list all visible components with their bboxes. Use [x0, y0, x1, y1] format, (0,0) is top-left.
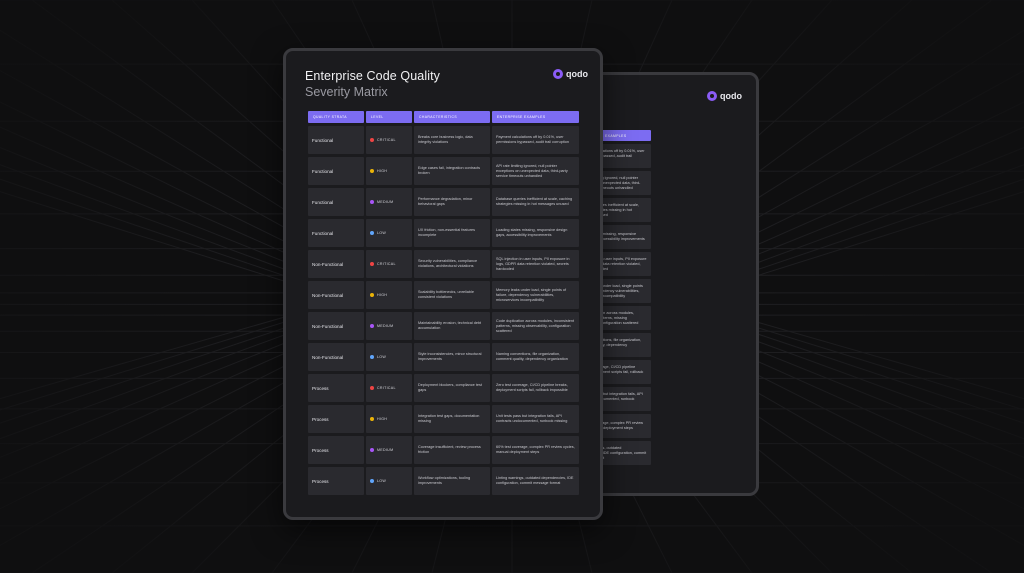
row-characteristics: Coverage insufficient, review process fr… [414, 436, 490, 464]
row-category: Non-Functional [308, 343, 364, 371]
severity-label: LOW [377, 354, 387, 359]
row-examples: Database queries inefficient at scale, c… [492, 188, 579, 216]
row-severity: LOW [366, 219, 412, 247]
column-header: CHARACTERISTICS [414, 111, 490, 123]
row-category: Functional [308, 157, 364, 185]
logo-text: qodo [566, 69, 588, 79]
row-examples: Loading states missing, responsive desig… [492, 219, 579, 247]
severity-label: MEDIUM [377, 323, 394, 328]
severity-table: QUALITY STRATA LEVEL CHARACTERISTICS ENTERP… [308, 111, 579, 495]
row-characteristics: Style inconsistencies, minor structural … [414, 343, 490, 371]
column-header: ENTERPRISE EXAMPLES [492, 111, 579, 123]
row-severity: MEDIUM [366, 436, 412, 464]
row-severity: MEDIUM [366, 312, 412, 340]
row-characteristics: Integration test gaps, documentation mis… [414, 405, 490, 433]
row-characteristics: Scalability bottlenecks, unreliable cons… [414, 281, 490, 309]
row-characteristics: Breaks core business logic, data integri… [414, 126, 490, 154]
row-severity: CRITICAL [366, 374, 412, 402]
row-severity: HIGH [366, 281, 412, 309]
row-severity: LOW [366, 467, 412, 495]
severity-label: HIGH [377, 292, 388, 297]
severity-label: LOW [377, 230, 387, 235]
qodo-logo-icon [553, 69, 563, 79]
row-severity: HIGH [366, 405, 412, 433]
severity-dot-icon [370, 262, 374, 266]
row-examples: Code duplication across modules, inconsi… [492, 312, 579, 340]
row-examples: Memory leaks under load, single points o… [492, 281, 579, 309]
severity-label: CRITICAL [377, 385, 396, 390]
back-logo: qodo [707, 91, 742, 101]
severity-dot-icon [370, 479, 374, 483]
severity-label: MEDIUM [377, 447, 394, 452]
back-logo-text: qodo [720, 91, 742, 101]
severity-label: CRITICAL [377, 137, 396, 142]
severity-dot-icon [370, 386, 374, 390]
severity-dot-icon [370, 231, 374, 235]
row-severity: LOW [366, 343, 412, 371]
row-severity: CRITICAL [366, 250, 412, 278]
severity-dot-icon [370, 448, 374, 452]
row-category: Non-Functional [308, 312, 364, 340]
row-characteristics: Security vulnerabilities, compliance vio… [414, 250, 490, 278]
qodo-logo-icon [707, 91, 717, 101]
logo: qodo [553, 69, 588, 79]
severity-dot-icon [370, 138, 374, 142]
row-characteristics: Workflow optimizations, tooling improvem… [414, 467, 490, 495]
row-category: Non-Functional [308, 250, 364, 278]
row-examples: Linting warnings, outdated dependencies,… [492, 467, 579, 495]
row-category: Process [308, 374, 364, 402]
severity-dot-icon [370, 200, 374, 204]
severity-dot-icon [370, 293, 374, 297]
row-characteristics: Performance degradation, minor behaviora… [414, 188, 490, 216]
row-category: Non-Functional [308, 281, 364, 309]
row-examples: Naming conventions, file organization, c… [492, 343, 579, 371]
row-examples: Unit tests pass but integration fails, A… [492, 405, 579, 433]
row-category: Functional [308, 219, 364, 247]
severity-label: MEDIUM [377, 199, 394, 204]
severity-label: HIGH [377, 168, 388, 173]
row-severity: HIGH [366, 157, 412, 185]
row-category: Functional [308, 188, 364, 216]
row-examples: Zero test coverage, CI/CD pipeline break… [492, 374, 579, 402]
severity-label: LOW [377, 478, 387, 483]
severity-dot-icon [370, 169, 374, 173]
severity-dot-icon [370, 355, 374, 359]
document-subtitle: Severity Matrix [305, 85, 388, 99]
severity-dot-icon [370, 324, 374, 328]
row-characteristics: Maintainability erosion, technical debt … [414, 312, 490, 340]
row-examples: SQL injection in user inputs, PII exposu… [492, 250, 579, 278]
column-header: LEVEL [366, 111, 412, 123]
row-category: Process [308, 405, 364, 433]
row-examples: 60% test coverage, complex PR review cyc… [492, 436, 579, 464]
column-header: QUALITY STRATA [308, 111, 364, 123]
row-severity: CRITICAL [366, 126, 412, 154]
document-title: Enterprise Code Quality [305, 69, 441, 83]
row-examples: API rate limiting ignored, null pointer … [492, 157, 579, 185]
row-characteristics: Edge cases fail, integration contracts b… [414, 157, 490, 185]
row-category: Process [308, 467, 364, 495]
row-examples: Payment calculations off by 0.01%, user … [492, 126, 579, 154]
front-document: Enterprise Code Quality Severity Matrix … [283, 48, 603, 520]
severity-label: CRITICAL [377, 261, 396, 266]
row-category: Functional [308, 126, 364, 154]
row-severity: MEDIUM [366, 188, 412, 216]
row-category: Process [308, 436, 364, 464]
severity-dot-icon [370, 417, 374, 421]
severity-label: HIGH [377, 416, 388, 421]
row-characteristics: Deployment blockers, compliance test gap… [414, 374, 490, 402]
row-characteristics: UX friction, non-essential features inco… [414, 219, 490, 247]
